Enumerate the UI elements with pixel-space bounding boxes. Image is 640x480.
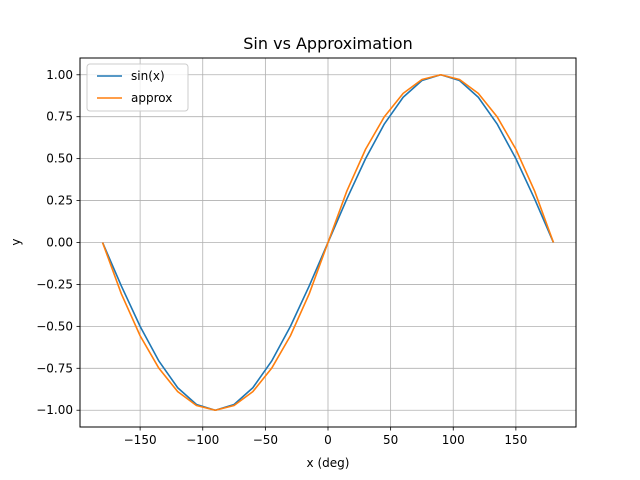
legend: sin(x) approx bbox=[86, 63, 189, 112]
y-tick-label: −0.25 bbox=[36, 277, 73, 291]
x-tick-label: 150 bbox=[504, 433, 527, 447]
y-tick-label: 0.75 bbox=[46, 110, 73, 124]
y-axis-label: y bbox=[9, 238, 23, 245]
chart-title: Sin vs Approximation bbox=[243, 34, 412, 53]
y-tick-label: 0.50 bbox=[46, 152, 73, 166]
x-axis-label: x (deg) bbox=[307, 456, 350, 470]
series-line-approx bbox=[101, 73, 555, 412]
grid bbox=[80, 58, 576, 427]
y-tick-label: −0.50 bbox=[36, 319, 73, 333]
legend-label: sin(x) bbox=[131, 69, 165, 83]
y-tick-label: 1.00 bbox=[46, 68, 73, 82]
x-tick-label: −50 bbox=[253, 433, 278, 447]
x-tick-label: 50 bbox=[383, 433, 398, 447]
x-tick-label: 0 bbox=[324, 433, 332, 447]
ticks: −150 −100 −50 0 50 100 150 −1.00 −0.75 −0.50 −0.25… bbox=[36, 68, 527, 447]
y-tick-label: −1.00 bbox=[36, 403, 73, 417]
y-tick-label: 0.25 bbox=[46, 194, 73, 208]
x-tick-label: −100 bbox=[186, 433, 219, 447]
y-tick-label: 0.00 bbox=[46, 236, 73, 250]
legend-label: approx bbox=[131, 91, 172, 105]
x-tick-label: −150 bbox=[124, 433, 157, 447]
y-tick-label: −0.75 bbox=[36, 361, 73, 375]
x-tick-label: 100 bbox=[442, 433, 465, 447]
series-layer bbox=[101, 73, 555, 412]
